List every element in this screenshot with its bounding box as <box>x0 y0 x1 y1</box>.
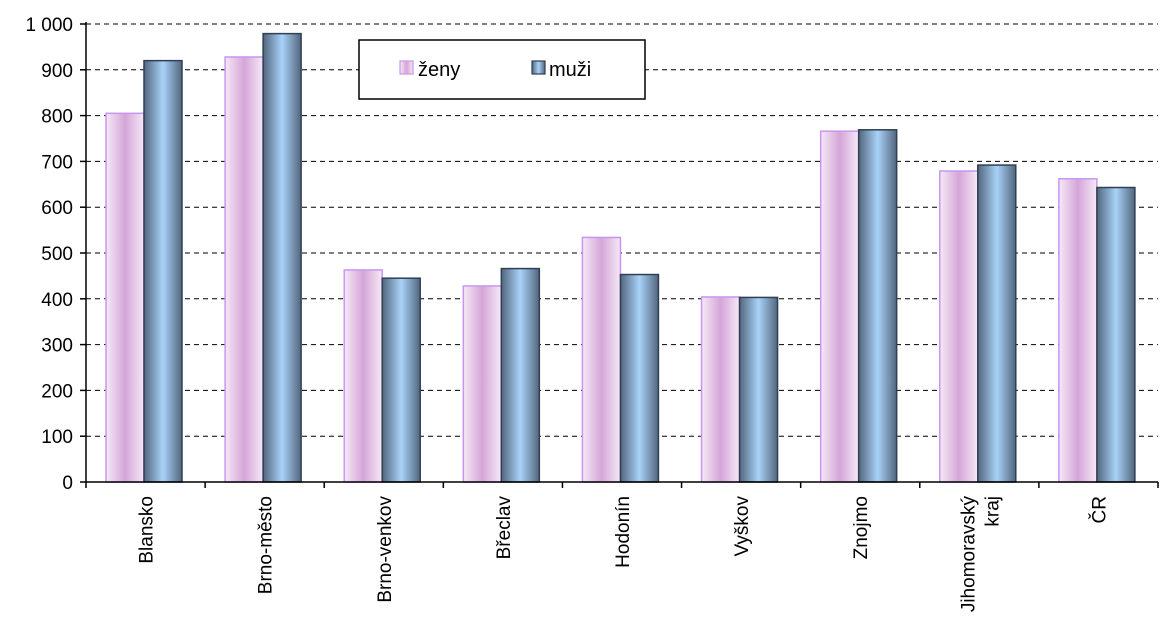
legend: ženy muži <box>358 39 646 100</box>
bars <box>105 32 1136 483</box>
legend-label-muzi: muži <box>549 59 591 81</box>
x-category-label: Brno-venkov <box>375 496 396 603</box>
bar-zeny-3 <box>462 285 503 483</box>
x-category-label: Znojmo <box>851 496 872 559</box>
y-tick-label: 0 <box>62 473 73 494</box>
y-tick-label: 500 <box>41 244 73 265</box>
y-tick-label: 900 <box>41 61 73 82</box>
bar-muzi-5 <box>738 296 779 483</box>
y-tick-label: 200 <box>41 381 73 402</box>
bar-zeny-6 <box>819 130 860 483</box>
bar-muzi-8 <box>1096 186 1136 483</box>
bar-zeny-4 <box>581 236 622 483</box>
x-category-label: Hodonín <box>613 496 634 568</box>
bar-zeny-0 <box>105 112 145 483</box>
axes: 0 100 200 300 400 500 600 700 800 900 1 000 Blansko… <box>25 15 1159 613</box>
y-tick-label: 400 <box>41 290 73 311</box>
x-category-label: ČR <box>1088 496 1110 523</box>
legend-swatch-zeny <box>399 60 414 75</box>
x-category-label: Jihomoravský <box>958 496 979 613</box>
bar-zeny-2 <box>343 269 383 483</box>
bar-zeny-1 <box>224 56 264 483</box>
bar-muzi-2 <box>381 277 421 483</box>
bar-muzi-6 <box>857 129 898 483</box>
x-category-label: kraj <box>982 496 1003 527</box>
y-tick-label: 1 000 <box>25 15 73 36</box>
legend-label-zeny: ženy <box>418 59 460 81</box>
y-tick-label: 600 <box>41 198 73 219</box>
x-category-label: Vyškov <box>732 496 753 557</box>
bar-zeny-8 <box>1058 178 1098 483</box>
y-tick-label: 800 <box>41 107 73 128</box>
x-category-label: Břeclav <box>494 496 515 560</box>
x-category-label: Blansko <box>137 496 158 564</box>
y-tick-label: 100 <box>41 427 73 448</box>
legend-swatch-muzi <box>531 60 546 75</box>
y-tick-label: 300 <box>41 336 73 357</box>
x-category-label: Brno-město <box>256 496 277 594</box>
bar-muzi-4 <box>619 273 660 483</box>
bar-zeny-5 <box>700 296 741 483</box>
bar-muzi-1 <box>262 32 302 483</box>
bar-zeny-7 <box>939 170 979 483</box>
bar-muzi-0 <box>143 59 183 483</box>
bar-muzi-7 <box>977 164 1017 483</box>
bar-muzi-3 <box>500 267 541 483</box>
y-tick-label: 700 <box>41 152 73 173</box>
